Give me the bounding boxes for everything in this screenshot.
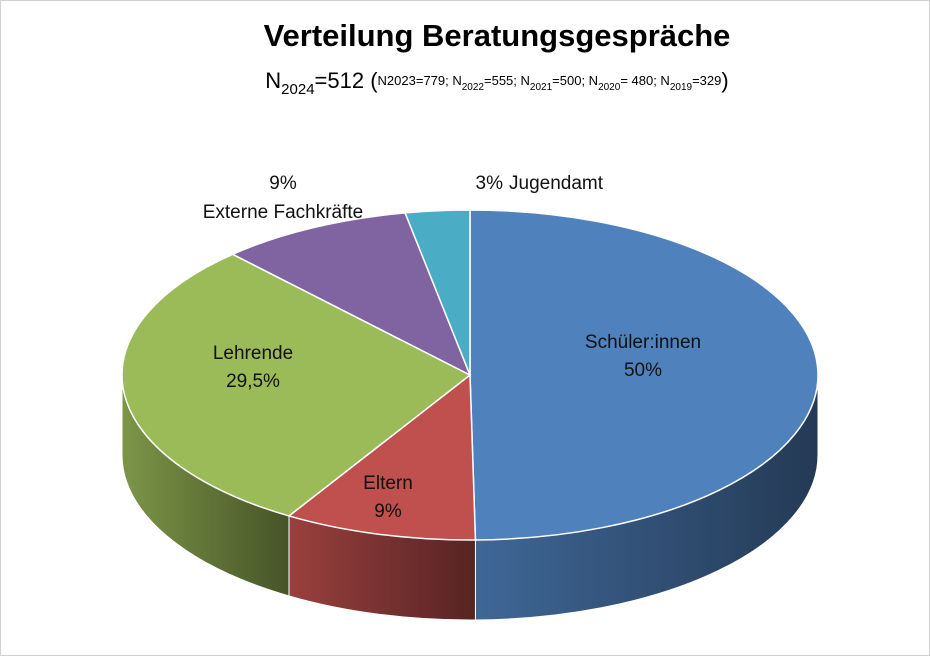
slice — [121, 253, 472, 517]
subtitle-part: =512 ( — [315, 68, 379, 93]
slice-label: Externe Fachkräfte — [203, 202, 364, 223]
slice-value-label: 9% — [269, 173, 297, 194]
slice — [287, 373, 477, 541]
subtitle-part: 2022 — [462, 82, 485, 93]
slice-label: Schüler:innen — [585, 332, 701, 353]
subtitle-part: ) — [721, 68, 728, 93]
slice — [404, 209, 471, 376]
slice-label: Jugendamt — [509, 173, 604, 194]
subtitle-part: =500; N — [552, 73, 598, 88]
subtitle-part: 2020 — [598, 82, 621, 93]
subtitle-part: 2024 — [281, 81, 314, 98]
subtitle-part: 2021 — [530, 82, 553, 93]
slice — [469, 209, 819, 541]
slice-label: Lehrende — [213, 343, 293, 364]
slice — [230, 212, 472, 377]
subtitle-part: = 480; N — [620, 73, 670, 88]
chart-title: Verteilung Beratungsgespräche — [264, 18, 731, 53]
slice-value-label: 29,5% — [226, 371, 280, 392]
subtitle-part: =555; N — [484, 73, 530, 88]
slice-value-label: 9% — [374, 501, 402, 522]
subtitle-part: =329 — [692, 73, 721, 88]
subtitle-part: N — [265, 68, 281, 93]
slice-value-label: 3% — [476, 173, 504, 194]
slice-label: Eltern — [363, 473, 413, 494]
subtitle-part: N2023=779; N — [378, 73, 462, 88]
slice-value-label: 50% — [624, 360, 662, 381]
chart-subtitle: N2024=512 (N2023=779; N2022=555; N2021=5… — [265, 68, 728, 99]
subtitle-part: 2019 — [670, 82, 693, 93]
